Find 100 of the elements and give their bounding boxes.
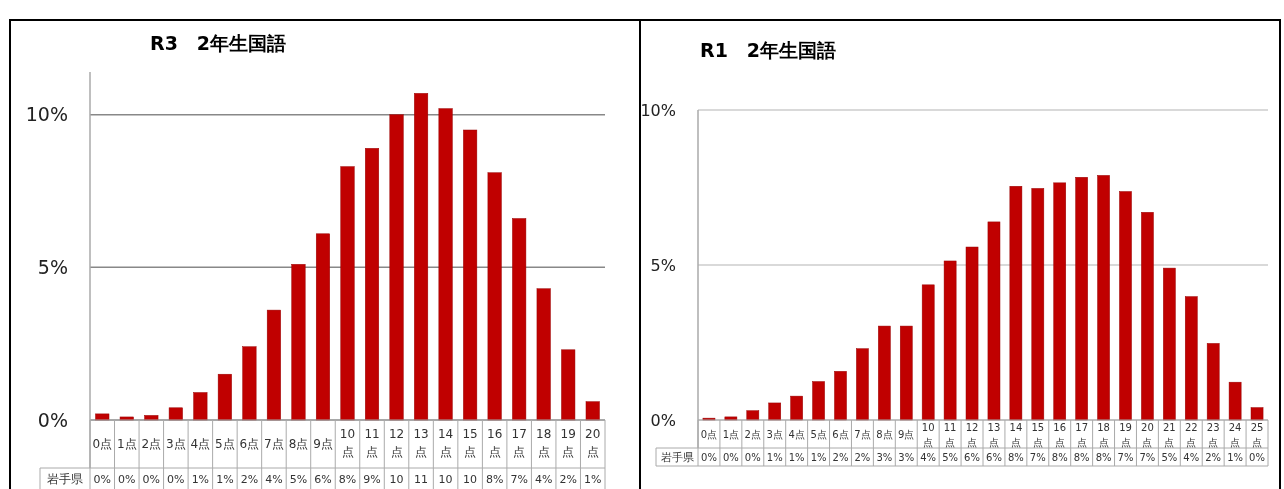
x-tick-label: 9点 [898,428,915,440]
x-tick-label: 13点 [987,421,1001,448]
data-label: 4% [534,473,553,487]
x-tick-label: 15点 [1031,421,1045,448]
data-label: 8% [1007,452,1024,463]
y-tick-label: 5% [37,256,68,279]
data-label: 3% [898,452,915,463]
data-label: 0% [744,452,761,463]
data-label: 2% [559,473,577,487]
text: 岩手県 [660,451,694,464]
y-tick-label: 10% [25,103,68,126]
data-label: 10 [438,473,453,487]
data-label: 2% [240,473,259,487]
data-label: 1% [191,473,210,487]
x-tick-label: 17点 [511,427,527,460]
x-tick-label: 5点 [810,428,827,440]
data-label: 1% [1227,452,1244,463]
x-tick-label: 0点 [92,437,113,452]
x-tick-label: 1点 [722,428,740,440]
data-label: 4% [265,473,283,487]
data-label: 7% [1139,452,1156,463]
x-tick-label: 9点 [313,437,333,452]
data-label: 5% [1161,452,1178,463]
x-tick-label: 6点 [832,428,849,440]
x-tick-label: 21点 [1162,421,1176,448]
x-tick-label: 11点 [943,421,957,448]
x-tick-label: 16点 [487,427,503,460]
data-label: 2% [854,452,871,463]
data-label: 0% [118,473,136,487]
x-tick-label: 12点 [965,421,979,448]
x-tick-label: 10点 [339,427,356,460]
data-label: 1% [810,452,827,463]
data-label: 1% [216,473,234,487]
data-label: 11 [414,473,429,487]
data-label: 5% [942,452,959,463]
x-tick-label: 14点 [437,427,454,460]
x-tick-label: 20点 [1141,421,1154,448]
x-tick-label: 17点 [1075,421,1089,448]
data-label: 8% [1051,452,1068,463]
data-label: 8% [1073,452,1090,463]
data-label: 0% [142,473,161,487]
x-tick-label: 2点 [141,437,162,452]
x-tick-label: 8点 [288,437,309,452]
x-tick-label: 3点 [166,437,186,452]
x-tick-label: 24点 [1228,421,1242,448]
x-tick-label: 19点 [1119,421,1132,448]
x-tick-label: 6点 [239,437,260,452]
data-label: 5% [289,473,308,487]
data-label: 3% [876,452,893,463]
data-label: 0% [701,452,717,463]
data-label: 0% [722,452,739,463]
data-label: 10 [463,473,478,487]
x-tick-label: 23点 [1206,421,1220,448]
data-label: 6% [986,452,1002,463]
x-tick-label: 18点 [1097,421,1110,448]
text: 岩手県 [47,472,83,487]
x-tick-label: 25点 [1250,421,1264,448]
data-label: 4% [1183,452,1200,463]
x-tick-label: 1点 [116,437,137,452]
data-label: 7% [510,473,528,487]
data-label: 2% [832,452,849,463]
x-tick-label: 22点 [1184,421,1198,448]
data-label: 7% [1117,452,1134,463]
x-tick-label: 4点 [190,437,211,452]
x-tick-label: 19点 [560,427,576,460]
data-label: 1% [584,473,602,487]
data-label: 1% [788,452,805,463]
x-tick-label: 11 点 [364,427,380,460]
y-tick-label: 0% [650,410,676,430]
x-tick-label: 10点 [921,421,935,448]
x-tick-label: 3点 [766,428,783,440]
data-label: 8% [1095,452,1112,463]
x-tick-label: 7点 [854,428,871,440]
x-tick-label: 13点 [413,427,429,460]
chart-title: R3 2年生国語 [150,32,287,54]
x-tick-label: 4点 [788,428,805,440]
data-label: 8% [338,473,357,487]
x-tick-label: 15点 [462,427,478,460]
data-label: 9% [363,473,381,487]
y-tick-label: 0% [37,408,68,431]
x-tick-label: 5点 [215,437,235,452]
data-label: 0% [93,473,111,487]
data-label: 6% [964,452,980,463]
data-label: 0% [1249,452,1265,463]
x-tick-label: 8点 [876,428,893,440]
data-label: 6% [314,473,332,487]
chart-title: R1 2年生国語 [700,39,837,61]
data-label: 2% [1205,452,1222,463]
y-tick-label: 10% [640,100,676,120]
y-tick-label: 5% [650,255,676,275]
x-tick-label: 0点 [700,428,718,440]
data-label: 4% [920,452,937,463]
data-label: 0% [167,473,185,487]
x-tick-label: 12点 [388,427,405,460]
x-tick-label: 16点 [1053,421,1067,448]
x-tick-label: 7点 [264,437,284,452]
x-tick-label: 2点 [744,428,761,440]
x-tick-label: 18点 [536,427,552,460]
data-label: 1% [766,452,783,463]
data-label: 10 [389,473,404,487]
